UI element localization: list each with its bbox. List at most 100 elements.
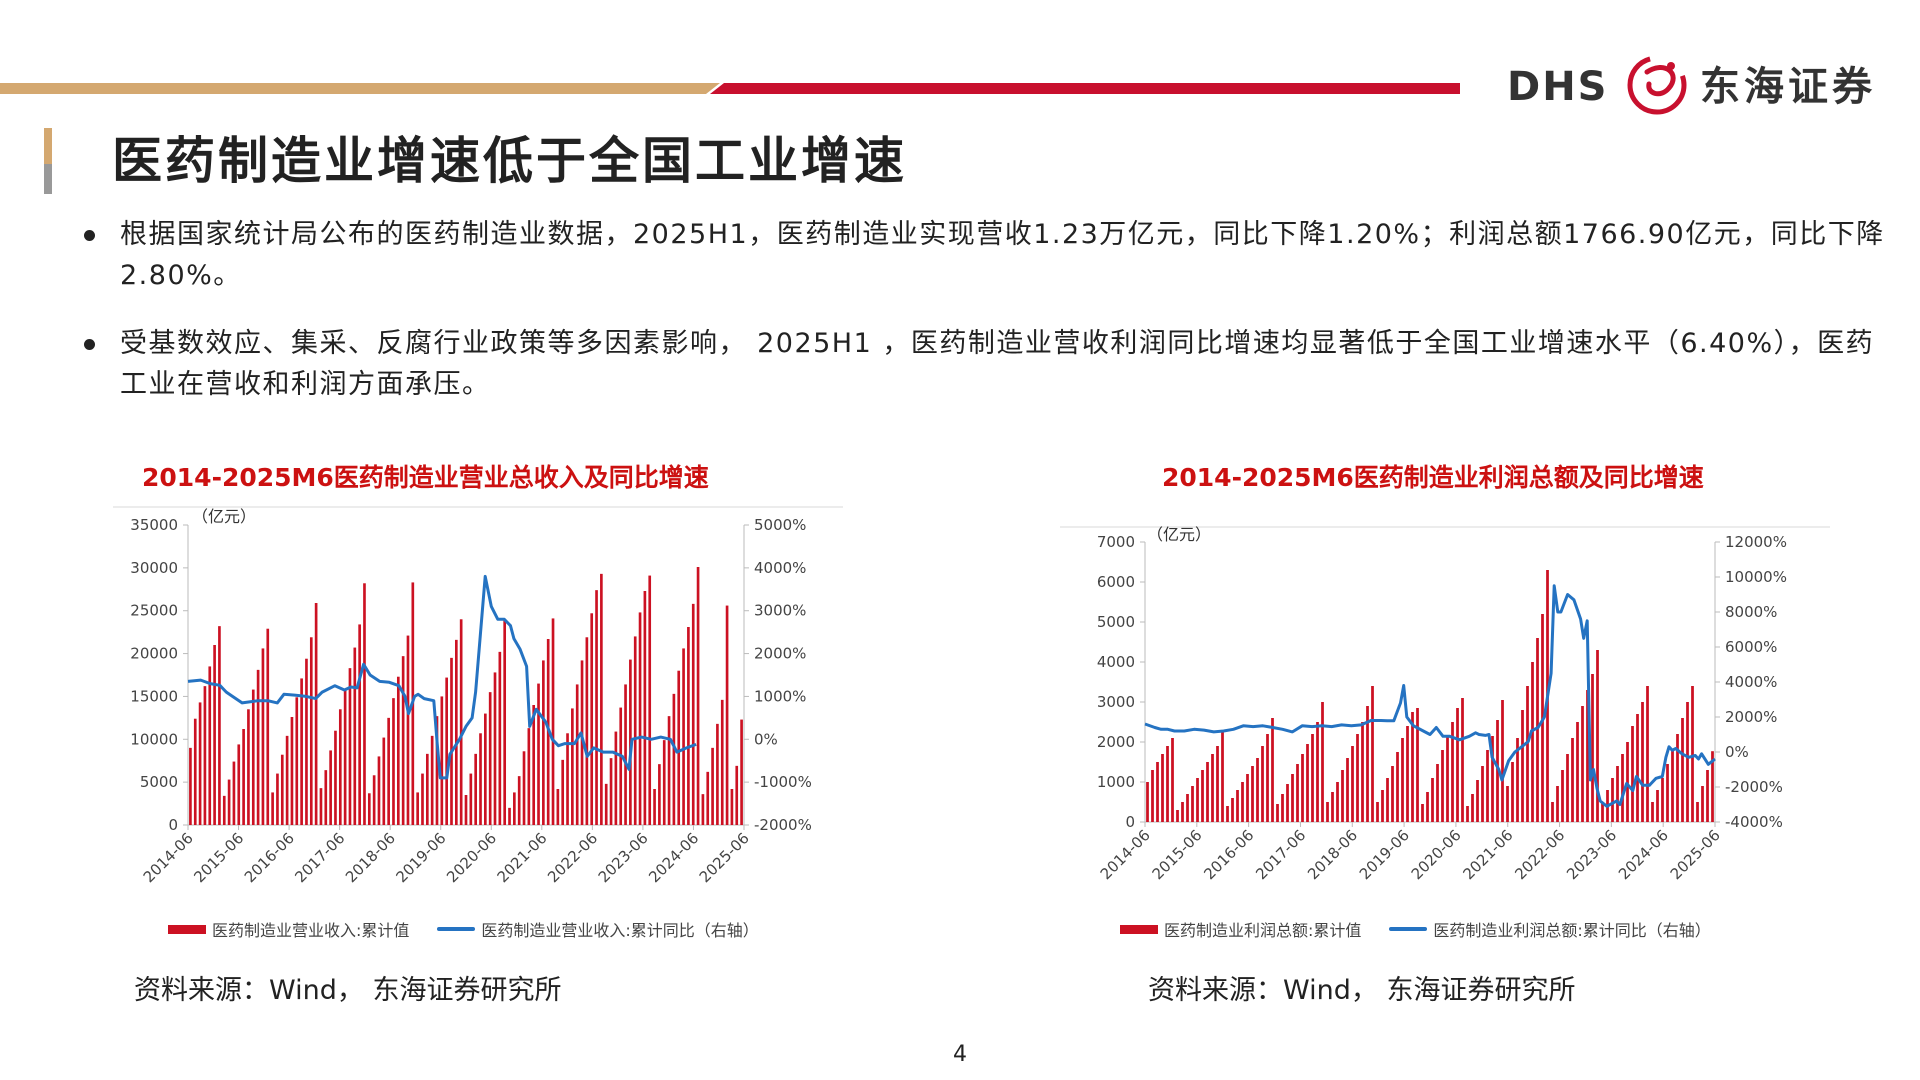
- profit-bar: [1186, 794, 1189, 822]
- revenue-bar: [571, 708, 574, 825]
- chart-title-revenue: 2014-2025M6医药制造业营业总收入及同比增速: [142, 463, 709, 492]
- revenue-bar: [256, 669, 260, 825]
- revenue-bar: [691, 603, 695, 825]
- profit-bar: [1511, 762, 1514, 822]
- revenue-bar: [479, 733, 482, 825]
- revenue-bar: [614, 731, 618, 825]
- profit-bar: [1656, 790, 1659, 822]
- right-axis-tick: 8000%: [1725, 603, 1777, 621]
- left-unit-label: （亿元）: [1147, 525, 1211, 544]
- revenue-bar: [193, 718, 197, 825]
- profit-bar: [1631, 726, 1634, 822]
- revenue-bar: [484, 713, 487, 825]
- profit-bar: [1671, 750, 1674, 822]
- revenue-bar: [280, 754, 284, 825]
- revenue-bar: [237, 744, 241, 825]
- profit-bar: [1556, 786, 1559, 822]
- revenue-bar: [285, 735, 289, 825]
- profit-bar: [1701, 786, 1704, 822]
- profit-bar: [1621, 754, 1624, 822]
- revenue-bar: [290, 717, 294, 825]
- revenue-bar: [445, 677, 448, 825]
- profit-bar: [1391, 766, 1394, 822]
- profit-bar: [1341, 770, 1344, 822]
- profit-bar: [1611, 778, 1614, 822]
- profit-bar: [1661, 778, 1664, 822]
- chart-title-profit: 2014-2025M6医药制造业利润总额及同比增速: [1162, 463, 1704, 492]
- revenue-bar: [324, 770, 328, 825]
- revenue-bar: [517, 776, 521, 825]
- revenue-bar: [590, 613, 594, 825]
- profit-bar: [1251, 766, 1254, 822]
- revenue-bar: [232, 761, 236, 825]
- revenue-bar: [653, 789, 656, 825]
- profit-bar: [1536, 638, 1539, 822]
- profit-bar: [1166, 746, 1169, 822]
- revenue-bar: [730, 789, 734, 825]
- profit-bar: [1336, 782, 1339, 822]
- page-number: 4: [953, 1042, 967, 1067]
- revenue-bar: [604, 783, 608, 825]
- revenue-bar: [575, 684, 579, 825]
- revenue-bar: [377, 756, 381, 825]
- revenue-bar: [416, 792, 419, 825]
- header-decor-bar: [0, 83, 1460, 94]
- legend-swatch-line: [1389, 927, 1428, 931]
- profit-bar: [1686, 702, 1689, 822]
- revenue-bar: [266, 628, 270, 825]
- profit-bar: [1676, 734, 1679, 822]
- profit-bar: [1501, 700, 1504, 822]
- profit-bar: [1411, 712, 1414, 822]
- revenue-bar: [687, 627, 690, 825]
- right-axis-tick: 4000%: [1725, 673, 1777, 691]
- right-axis-tick: 2000%: [1725, 708, 1777, 726]
- profit-bar: [1256, 758, 1259, 822]
- revenue-bar: [474, 753, 477, 825]
- profit-bar: [1381, 790, 1384, 822]
- revenue-bar: [662, 740, 666, 825]
- revenue-bar: [392, 698, 395, 825]
- profit-bar: [1571, 738, 1574, 822]
- profit-bar: [1161, 754, 1164, 822]
- revenue-bar: [218, 626, 221, 825]
- profit-bar: [1201, 770, 1204, 822]
- profit-bar: [1376, 802, 1379, 822]
- revenue-bar: [430, 735, 434, 825]
- profit-bar: [1576, 722, 1579, 822]
- revenue-bar: [513, 792, 516, 825]
- left-axis-tick: 2000: [1097, 733, 1135, 751]
- profit-bar: [1176, 810, 1179, 822]
- profit-bar: [1451, 722, 1454, 822]
- profit-bar: [1486, 750, 1489, 822]
- profit-bar: [1356, 734, 1359, 822]
- profit-bar: [1371, 686, 1374, 822]
- yoy-growth-line: [1144, 584, 1716, 808]
- revenue-bar: [358, 624, 361, 825]
- revenue-bar: [203, 686, 207, 825]
- profit-bar: [1491, 736, 1494, 822]
- page-title: 医药制造业增速低于全国工业增速: [112, 131, 907, 190]
- source-note-revenue: 资料来源：Wind， 东海证券研究所: [134, 975, 562, 1006]
- left-unit-label: （亿元）: [192, 507, 256, 526]
- revenue-bar: [503, 620, 507, 825]
- revenue-bar: [372, 775, 376, 825]
- revenue-bar: [251, 689, 255, 825]
- revenue-bar: [624, 684, 627, 825]
- revenue-bar: [493, 672, 497, 825]
- profit-bar: [1646, 686, 1649, 822]
- revenue-bar: [488, 692, 492, 825]
- legend-swatch-bar: [168, 924, 206, 934]
- left-axis-tick: 6000: [1097, 573, 1135, 591]
- profit-bar: [1461, 698, 1464, 822]
- profit-bar: [1361, 722, 1364, 822]
- revenue-bar: [580, 660, 584, 825]
- revenue-bar: [189, 747, 192, 825]
- legend-swatch-line: [437, 927, 476, 931]
- revenue-bar: [609, 758, 613, 825]
- legend-item-bars: 医药制造业营业收入:累计值: [168, 917, 409, 941]
- legend-item-line: 医药制造业利润总额:累计同比（右轴）: [1389, 917, 1711, 941]
- profit-bar: [1616, 766, 1619, 822]
- revenue-bar: [595, 590, 598, 825]
- revenue-bar: [537, 683, 540, 825]
- profit-bar: [1206, 762, 1209, 822]
